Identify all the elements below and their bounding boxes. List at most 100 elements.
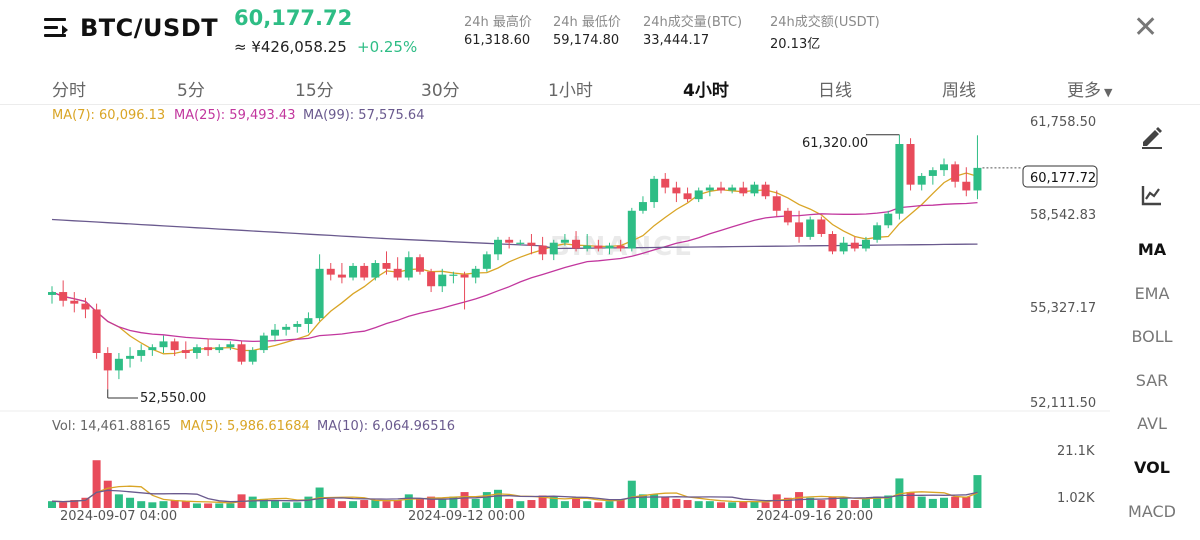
volume-bar [215,503,224,508]
tab-15m[interactable]: 15分 [295,81,334,101]
tab-more[interactable]: 更多 ▼ [1067,76,1112,101]
candle-body [371,263,380,278]
volume-bar [750,501,759,508]
time-axis-label: 2024-09-16 20:00 [756,509,873,524]
volume-bar [861,498,870,508]
volume-bar [415,498,424,508]
candle-body [672,187,681,194]
volume-bar [293,502,302,508]
volume-bar [560,501,569,508]
candle-body [81,303,90,310]
stat-volume-value: 33,444.17 [643,33,710,48]
stat-low-label: 24h 最低价 [553,15,621,30]
candle-body [70,300,79,304]
candle-body [806,219,815,237]
volume-bar [538,495,547,508]
volume-bar [605,501,614,508]
candle-body [337,274,346,278]
candle-body [761,184,770,197]
pencil-icon[interactable] [1138,122,1166,150]
candle-body [895,144,904,214]
volume-bar [850,500,859,508]
candle-body [505,239,514,243]
volume-bar [371,500,380,508]
candle-body [271,329,279,336]
candle-body [181,350,190,353]
price-change-percent: +0.25% [357,38,418,56]
indicator-macd[interactable]: MACD [1128,502,1176,521]
volume-bar [962,496,971,508]
chart-settings-icon[interactable] [1138,181,1166,209]
close-icon[interactable]: ✕ [1133,10,1159,45]
candle-body [226,344,235,348]
volume-bar [828,496,837,508]
volume-bar [181,501,190,508]
volume-bar [248,496,257,508]
tab-time[interactable]: 分时 [52,81,86,101]
stat-low-value: 59,174.80 [553,33,620,48]
candle-body [572,239,581,249]
tab-4h[interactable]: 4小时 [683,81,729,101]
indicator-ema[interactable]: EMA [1134,284,1170,303]
approx-cny-price: ≈ ¥426,058.25 [234,38,347,56]
ma99-legend: MA(99): 57,575.64 [303,108,425,123]
candle-body [873,225,882,240]
tab-1d[interactable]: 日线 [818,81,852,101]
volume-bar [761,502,770,508]
candle-body [594,245,603,249]
tab-1w[interactable]: 周线 [942,81,976,101]
volume-bar [360,500,369,508]
tab-30m[interactable]: 30分 [421,81,460,101]
candle-body [884,213,893,226]
candle-body [315,268,324,319]
volume-bar [471,498,480,508]
candles [48,134,982,390]
volume-bar [895,478,904,508]
vol-legend: Vol: 14,461.88165 [52,419,171,434]
candle-body [427,271,436,287]
candle-body [795,222,804,237]
caret-down-icon: ▼ [1104,86,1113,99]
volume-bar [783,497,792,508]
volume-bar [404,494,413,508]
indicator-boll[interactable]: BOLL [1131,327,1173,346]
candle-body [627,210,636,249]
candle-body [137,350,146,356]
ma25-line [51,201,978,343]
candle-body [516,242,525,244]
volume-bar [438,498,447,508]
volume-bar [70,500,79,508]
volume-bar [337,501,346,508]
current-price-label: 60,177.72 [1030,171,1096,186]
current-price-box [1022,165,1098,188]
trading-pair-title[interactable]: BTC/USDT [80,14,219,42]
candle-body [248,350,257,362]
stat-high-value: 61,318.60 [464,33,531,48]
candle-body [360,265,369,278]
indicator-avl[interactable]: AVL [1137,414,1167,433]
candle-body [449,274,458,276]
candle-body [861,239,870,249]
candle-body [482,254,491,269]
volume-bar [616,500,625,508]
candle-body [282,326,291,330]
candle-body [59,292,68,301]
candle-body [148,347,157,351]
volume-bar [672,498,681,508]
indicator-vol[interactable]: VOL [1134,458,1170,477]
volume-bar [717,502,725,508]
candlestick-chart[interactable]: 61,758.50 58,542.83 55,327.17 52,111.50 … [0,104,1110,540]
candle-body [739,187,748,194]
indicator-ma[interactable]: MA [1137,240,1167,259]
tab-5m[interactable]: 5分 [177,81,205,101]
indicator-sar[interactable]: SAR [1135,371,1169,390]
menu-icon[interactable] [44,18,70,42]
tab-1h[interactable]: 1小时 [548,81,593,101]
volume-bar [326,498,335,508]
ma7-legend: MA(7): 60,096.13 [52,108,166,123]
volume-bar [282,502,291,508]
candle-body [215,347,224,351]
candle-body [538,245,547,255]
candle-body [928,170,937,176]
candle-body [839,242,848,252]
